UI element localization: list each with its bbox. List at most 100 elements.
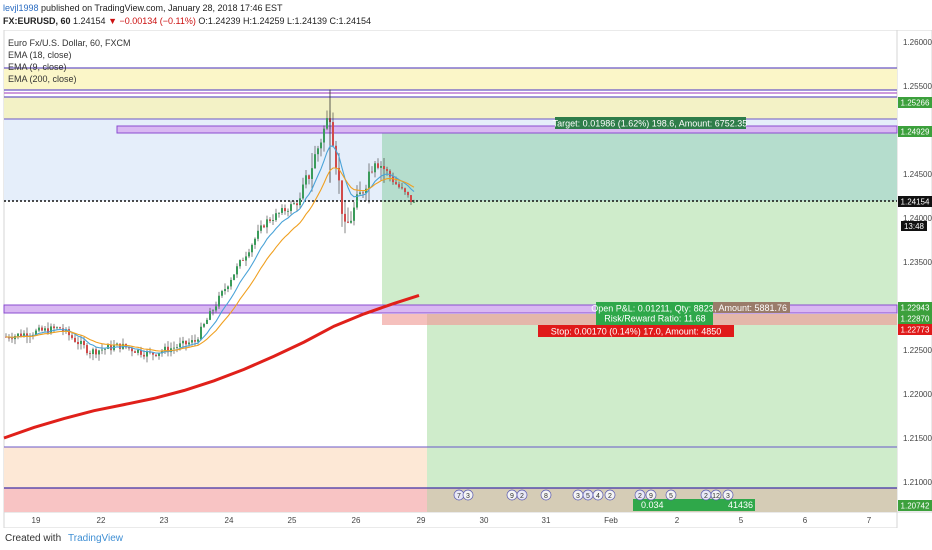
candle-body bbox=[71, 335, 73, 338]
x-tick: 25 bbox=[288, 516, 297, 525]
candle-body bbox=[413, 201, 415, 203]
candle-body bbox=[107, 344, 109, 349]
candle-body bbox=[407, 191, 409, 196]
x-tick: Feb bbox=[604, 516, 618, 525]
open-pnl-label: Open P&L: 0.01211, Qty: 88235 Risk/Rewar… bbox=[591, 302, 790, 325]
candle-body bbox=[131, 348, 133, 352]
candle-body bbox=[218, 295, 220, 307]
event-count: 9 bbox=[510, 493, 514, 500]
candle-body bbox=[59, 327, 61, 329]
event-marker[interactable]: 2 bbox=[604, 489, 616, 501]
target-label: Target: 0.01986 (1.62%) 198.6, Amount: 6… bbox=[553, 117, 748, 129]
event-marker[interactable]: 4 bbox=[592, 489, 604, 501]
y-tick: 1.22500 bbox=[903, 346, 932, 355]
event-marker[interactable]: 3 bbox=[722, 489, 734, 501]
candle-body bbox=[374, 163, 376, 173]
x-tick: 22 bbox=[97, 516, 106, 525]
candle-body bbox=[164, 346, 166, 352]
candle-body bbox=[56, 327, 58, 329]
candle-body bbox=[50, 326, 52, 334]
legend-ema9[interactable]: EMA (9, close) bbox=[8, 62, 67, 72]
candle-body bbox=[326, 118, 328, 129]
candle-body bbox=[302, 184, 304, 199]
badge-time: 13:48 bbox=[904, 222, 925, 231]
candle-body bbox=[281, 208, 283, 213]
candle-body bbox=[236, 266, 238, 275]
event-marker[interactable]: 12 bbox=[710, 489, 722, 501]
legend-ema200[interactable]: EMA (200, close) bbox=[8, 74, 77, 84]
candle-body bbox=[182, 340, 184, 344]
footer: Created with TradingView bbox=[0, 528, 932, 550]
legend-ema18[interactable]: EMA (18, close) bbox=[8, 50, 72, 60]
candle-body bbox=[344, 213, 346, 222]
badge-1: 1.25266 bbox=[901, 99, 930, 108]
candle-body bbox=[212, 310, 214, 312]
badge-6: 1.22773 bbox=[901, 326, 930, 335]
candle-body bbox=[290, 204, 292, 211]
event-marker[interactable]: 7 bbox=[453, 489, 465, 501]
candle-body bbox=[221, 291, 223, 296]
x-tick: 19 bbox=[32, 516, 41, 525]
candle-body bbox=[95, 349, 97, 355]
candle-body bbox=[293, 203, 295, 205]
pnl-text: Open P&L: 0.01211, Qty: 88235 bbox=[591, 304, 718, 314]
horizontal-lines bbox=[4, 67, 897, 489]
event-marker[interactable]: 9 bbox=[506, 489, 518, 501]
candle-body bbox=[98, 350, 100, 355]
candle-body bbox=[155, 354, 157, 356]
price-badges: 1.25266 1.24929 1.24154 13:48 1.22943 1.… bbox=[898, 97, 932, 511]
badge-7: 1.20742 bbox=[901, 502, 930, 511]
event-marker[interactable]: 9 bbox=[645, 489, 657, 501]
symbol: FX:EURUSD, 60 bbox=[3, 16, 71, 26]
candle-body bbox=[74, 337, 76, 342]
x-tick: 31 bbox=[542, 516, 551, 525]
candle-body bbox=[338, 167, 340, 181]
candle-body bbox=[380, 166, 382, 168]
candle-body bbox=[272, 220, 274, 222]
candle-body bbox=[209, 311, 211, 320]
candle-body bbox=[350, 220, 352, 223]
event-marker[interactable]: 3 bbox=[572, 489, 584, 501]
zone-yellow-top bbox=[4, 68, 897, 90]
author-link[interactable]: levjl1998 bbox=[3, 3, 39, 13]
candle-body bbox=[377, 163, 379, 168]
candle-body bbox=[251, 244, 253, 253]
candle-body bbox=[197, 339, 199, 342]
x-tick: 23 bbox=[160, 516, 169, 525]
candle-body bbox=[146, 351, 148, 357]
y-tick: 1.25500 bbox=[903, 82, 932, 91]
support-band bbox=[3, 304, 898, 314]
candle-body bbox=[284, 208, 286, 212]
ema-200-line bbox=[3, 293, 420, 440]
candle-body bbox=[386, 169, 388, 171]
event-markers[interactable]: 7 3 9 2 8 3 5 4 2 2 9 5 2 12 3 bbox=[453, 489, 734, 501]
candle-body bbox=[356, 194, 358, 208]
created-with: Created with bbox=[5, 533, 62, 544]
candle-body bbox=[20, 333, 22, 337]
event-marker[interactable]: 5 bbox=[582, 489, 594, 501]
candle-body bbox=[263, 225, 265, 228]
price-chart[interactable]: 1.260001.255001.250001.245001.240001.235… bbox=[0, 30, 932, 528]
candle-body bbox=[83, 340, 85, 346]
event-count: 9 bbox=[649, 493, 653, 500]
event-marker[interactable]: 5 bbox=[665, 489, 677, 501]
stop-label: Stop: 0.00170 (0.14%) 17.0, Amount: 4850 bbox=[538, 325, 734, 337]
tradingview-logo[interactable]: TradingView bbox=[68, 533, 124, 544]
event-count: 2 bbox=[520, 493, 524, 500]
event-count: 2 bbox=[704, 493, 708, 500]
candle-body bbox=[44, 328, 46, 331]
x-tick: 6 bbox=[803, 516, 808, 525]
candle-body bbox=[137, 349, 139, 353]
event-marker[interactable]: 8 bbox=[540, 489, 552, 501]
candle-body bbox=[134, 351, 136, 353]
target-text: Target: 0.01986 (1.62%) 198.6, Amount: 6… bbox=[553, 119, 748, 129]
event-marker[interactable]: 2 bbox=[700, 489, 712, 501]
time-axis[interactable] bbox=[3, 511, 898, 528]
candle-body bbox=[395, 182, 397, 185]
candle-body bbox=[317, 148, 319, 155]
event-marker[interactable]: 2 bbox=[516, 489, 528, 501]
event-marker[interactable]: 3 bbox=[462, 489, 474, 501]
legend-title: Euro Fx/U.S. Dollar, 60, FXCM bbox=[8, 38, 131, 48]
event-marker[interactable]: 2 bbox=[634, 489, 646, 501]
price-axis[interactable] bbox=[896, 30, 932, 513]
